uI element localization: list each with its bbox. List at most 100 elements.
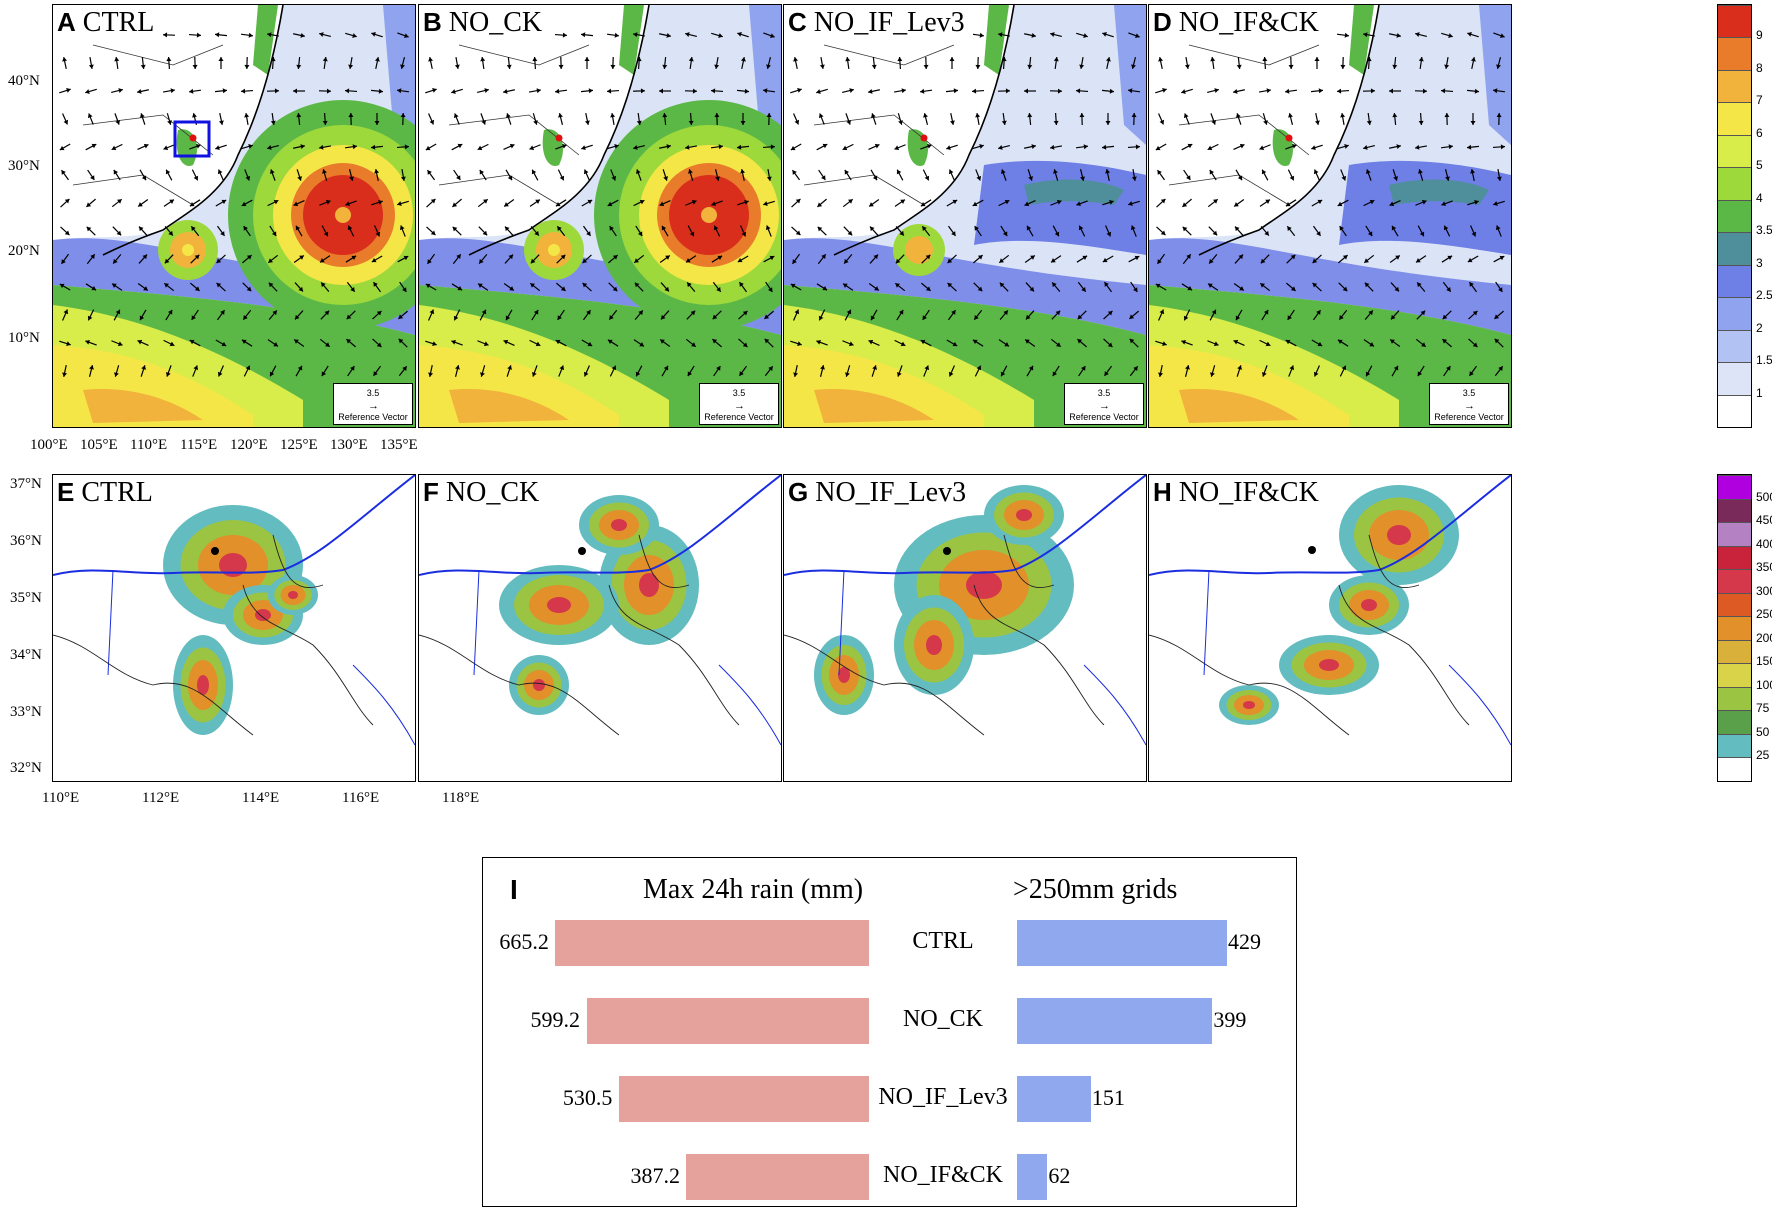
panel-label-f: F NO_CK: [421, 475, 548, 510]
panel-experiment-name: NO_CK: [441, 7, 543, 38]
value-label-grid-count: 62: [1048, 1163, 1071, 1188]
value-label-max-rain: 599.2: [530, 1007, 581, 1032]
bar-grid-count: [1017, 920, 1227, 966]
bar-grid-count: [1017, 998, 1213, 1044]
colorbar-cell: [1718, 69, 1751, 103]
colorbar-tick-label: 3.5: [1756, 223, 1772, 238]
reference-vector-value: 3.5: [1462, 388, 1476, 398]
top-lon-label: 135°E: [380, 437, 418, 453]
panel-letter: B: [423, 7, 442, 37]
colorbar-tick-label: 150: [1756, 654, 1772, 669]
reference-arrow-icon: →: [1099, 400, 1110, 412]
mid-lon-label: 110°E: [42, 790, 80, 806]
value-label-max-rain: 387.2: [630, 1163, 680, 1188]
colorbar-cell: [1718, 498, 1751, 523]
colorbar-cell: [1718, 199, 1751, 233]
panel-letter: A: [57, 7, 76, 37]
mid-lat-label: 36°N: [10, 533, 42, 549]
top-lon-label: 110°E: [130, 437, 168, 453]
panel-experiment-name: NO_IF_Lev3: [806, 7, 965, 38]
rain-colorbar: [1717, 474, 1752, 782]
category-label: NO_IF_Lev3: [878, 1084, 1008, 1110]
mid-lat-label: 37°N: [10, 476, 42, 492]
reference-vector-value: 3.5: [1097, 388, 1111, 398]
bar-max-rain: [618, 1076, 869, 1122]
panel-letter-i: I: [510, 874, 518, 905]
value-label-grid-count: 399: [1213, 1007, 1247, 1032]
colorbar-tick-label: 400: [1756, 536, 1772, 551]
colorbar-cell: [1718, 232, 1751, 265]
bar-chart-panel: I Max 24h rain (mm) >250mm grids 665.2 CT…: [482, 857, 1297, 1207]
reference-vector-label: Reference Vector: [338, 412, 408, 422]
colorbar-cell: [1718, 686, 1751, 711]
panel-letter: G: [788, 477, 809, 507]
colorbar-tick-label: 1.5: [1756, 353, 1772, 368]
top-lon-label: 125°E: [280, 437, 318, 453]
series-title-grids: >250mm grids: [1013, 874, 1178, 905]
panel-label-g: G NO_IF_Lev3: [786, 475, 975, 510]
panel-letter: E: [57, 477, 75, 507]
colorbar-cell: [1718, 134, 1751, 168]
wind-panel-a: A CTRL 3.5 → Reference Vector: [52, 4, 416, 428]
colorbar-cell: [1718, 264, 1751, 298]
rain-panel-h: H NO_IF&CK: [1148, 474, 1512, 782]
colorbar-cell: [1718, 569, 1751, 593]
panel-letter: D: [1153, 7, 1172, 37]
panel-label-a: A CTRL: [55, 5, 163, 40]
colorbar-tick-label: 25: [1756, 748, 1770, 763]
top-lon-label: 130°E: [330, 437, 368, 453]
bar-max-rain: [586, 998, 869, 1044]
reference-vector-box: 3.5 → Reference Vector: [1429, 383, 1509, 425]
panel-experiment-name: NO_IF_Lev3: [808, 477, 967, 508]
colorbar-tick-label: 9: [1756, 28, 1763, 43]
colorbar-cell: [1718, 710, 1751, 734]
panel-label-h: H NO_IF&CK: [1151, 475, 1327, 510]
colorbar-cell: [1718, 663, 1751, 687]
bar-max-rain: [686, 1154, 869, 1200]
colorbar-cell: [1718, 639, 1751, 664]
colorbar-cell: [1718, 616, 1751, 640]
colorbar-tick-label: 1: [1756, 385, 1763, 400]
colorbar-tick-label: 3: [1756, 255, 1763, 270]
top-lon-label: 120°E: [230, 437, 268, 453]
colorbar-tick-label: 50: [1756, 724, 1770, 739]
top-lat-label: 10°N: [8, 330, 40, 346]
reference-vector-value: 3.5: [366, 388, 380, 398]
reference-vector-box: 3.5 → Reference Vector: [1064, 383, 1144, 425]
panel-label-b: B NO_CK: [421, 5, 551, 40]
colorbar-tick-label: 7: [1756, 93, 1763, 108]
colorbar-cell: [1718, 167, 1751, 200]
colorbar-tick-label: 5: [1756, 158, 1763, 173]
panel-experiment-name: CTRL: [74, 477, 153, 508]
mid-lat-label: 32°N: [10, 760, 42, 776]
colorbar-cell: [1718, 329, 1751, 363]
colorbar-cell: [1718, 394, 1751, 427]
top-lon-label: 105°E: [80, 437, 118, 453]
colorbar-tick-label: 2: [1756, 320, 1763, 335]
category-label: NO_IF&CK: [882, 1162, 1003, 1188]
colorbar-cell: [1718, 102, 1751, 135]
panel-label-e: E CTRL: [55, 475, 161, 510]
mid-lat-label: 33°N: [10, 704, 42, 720]
colorbar-tick-label: 6: [1756, 125, 1763, 140]
value-label-max-rain: 530.5: [562, 1085, 613, 1110]
colorbar-cell: [1718, 545, 1751, 570]
rain-panel-e: E CTRL: [52, 474, 416, 782]
colorbar-cell: [1718, 5, 1751, 38]
value-label-max-rain: 665.2: [499, 929, 549, 954]
reference-arrow-icon: →: [1464, 400, 1475, 412]
panel-experiment-name: CTRL: [75, 7, 155, 38]
colorbar-tick-label: 100: [1756, 677, 1772, 692]
colorbar-cell: [1718, 475, 1751, 499]
reference-vector-label: Reference Vector: [704, 412, 774, 422]
top-lon-label: 100°E: [30, 437, 68, 453]
panel-letter: H: [1153, 477, 1172, 507]
bar-grid-count: [1017, 1076, 1091, 1122]
mid-lon-label: 114°E: [242, 790, 280, 806]
reference-arrow-icon: →: [734, 400, 745, 412]
colorbar-tick-label: 500: [1756, 489, 1772, 504]
category-label: NO_CK: [902, 1006, 983, 1032]
colorbar-tick-label: 450: [1756, 513, 1772, 528]
top-lon-label: 115°E: [180, 437, 218, 453]
reference-vector-label: Reference Vector: [1434, 412, 1504, 422]
